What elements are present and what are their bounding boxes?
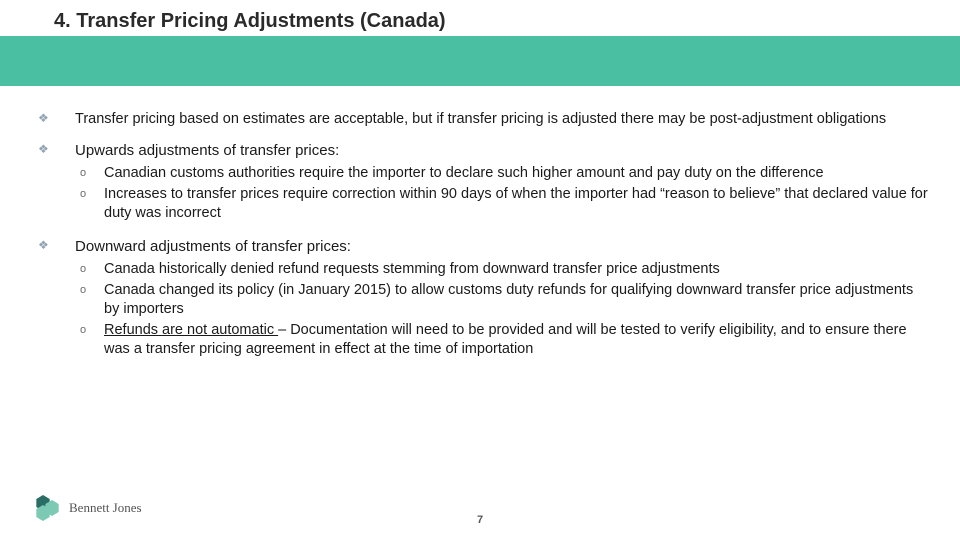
page-title: 4. Transfer Pricing Adjustments (Canada)	[54, 10, 446, 33]
sub-bullet-text: Canadian customs authorities require the…	[104, 164, 824, 183]
logo-mark-icon	[33, 494, 61, 522]
sub-bullet-item: o Canada changed its policy (in January …	[75, 281, 930, 319]
bullet-heading: Downward adjustments of transfer prices:	[75, 237, 930, 257]
sub-list: o Canadian customs authorities require t…	[75, 164, 930, 223]
header-band	[0, 36, 960, 86]
bullet-heading: Upwards adjustments of transfer prices:	[75, 141, 930, 161]
bullet-item: ❖ Downward adjustments of transfer price…	[38, 237, 930, 361]
sub-bullet-text: Canada historically denied refund reques…	[104, 260, 720, 279]
sub-bullet-text: Increases to transfer prices require cor…	[104, 185, 930, 223]
underlined-text: Refunds are not automatic	[104, 322, 278, 338]
circle-bullet-icon: o	[80, 260, 90, 278]
content-area: ❖ Transfer pricing based on estimates ar…	[38, 110, 930, 373]
sub-bullet-text: Canada changed its policy (in January 20…	[104, 281, 930, 319]
logo: Bennett Jones	[33, 494, 142, 522]
sub-bullet-item: o Increases to transfer prices require c…	[75, 185, 930, 223]
sub-list: o Canada historically denied refund requ…	[75, 260, 930, 358]
sub-bullet-item: o Refunds are not automatic – Documentat…	[75, 321, 930, 359]
bullet-item: ❖ Upwards adjustments of transfer prices…	[38, 141, 930, 225]
page-number: 7	[477, 514, 483, 526]
logo-text: Bennett Jones	[69, 500, 142, 516]
circle-bullet-icon: o	[80, 321, 90, 339]
bullet-item: ❖ Transfer pricing based on estimates ar…	[38, 110, 930, 129]
circle-bullet-icon: o	[80, 164, 90, 182]
circle-bullet-icon: o	[80, 185, 90, 203]
circle-bullet-icon: o	[80, 281, 90, 299]
diamond-bullet-icon: ❖	[38, 114, 47, 123]
diamond-bullet-icon: ❖	[38, 145, 47, 154]
diamond-bullet-icon: ❖	[38, 241, 47, 250]
sub-bullet-text: Refunds are not automatic – Documentatio…	[104, 321, 930, 359]
bullet-text: Transfer pricing based on estimates are …	[75, 110, 886, 129]
sub-bullet-item: o Canada historically denied refund requ…	[75, 260, 930, 279]
sub-bullet-item: o Canadian customs authorities require t…	[75, 164, 930, 183]
